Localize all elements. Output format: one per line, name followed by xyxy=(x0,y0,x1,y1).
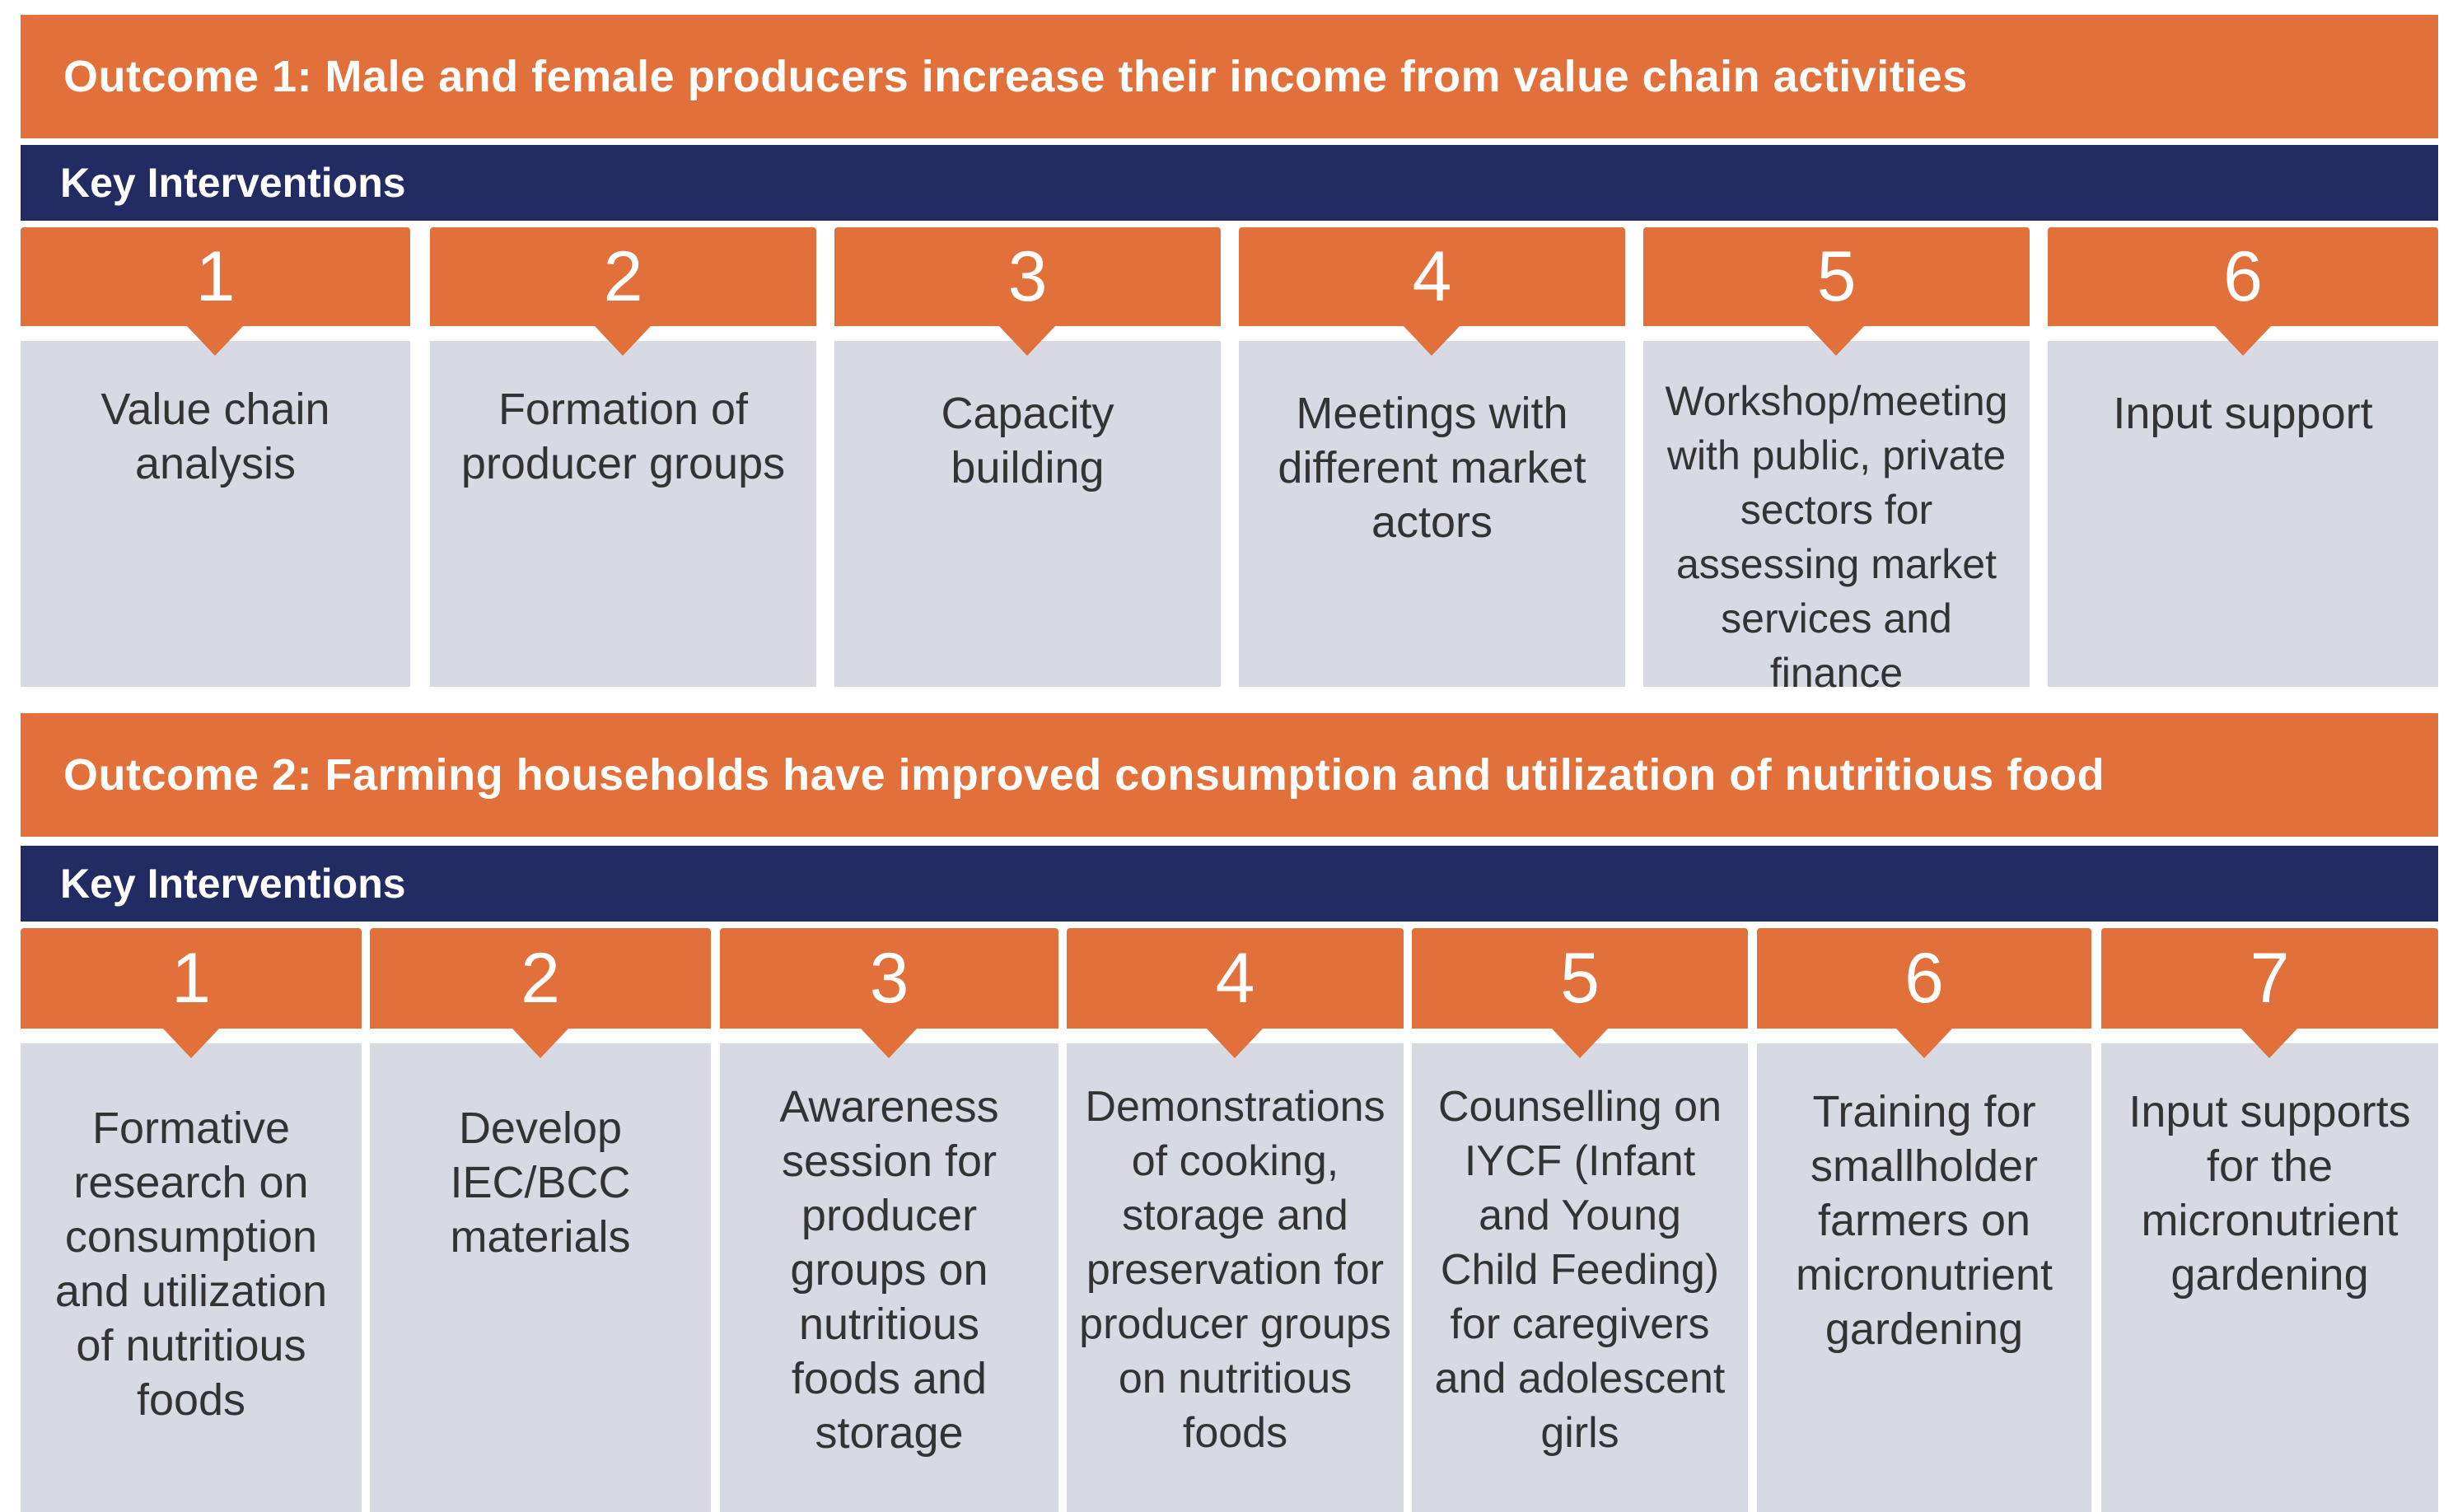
outcome-1-banner: Outcome 1: Male and female producers inc… xyxy=(21,15,2438,138)
outcome-2-banner: Outcome 2: Farming households have impro… xyxy=(21,713,2438,837)
outcome-1-intervention-2: 2 Formation of producer groups xyxy=(430,227,816,687)
pointer-arrow xyxy=(1404,326,1460,356)
outcome-1-intervention-4: 4 Meetings with different market actors xyxy=(1239,227,1625,687)
pointer-arrow xyxy=(1896,1029,1952,1058)
outcome-2-intervention-3: 3 Awareness session for producer groups … xyxy=(720,928,1058,1512)
intervention-number: 5 xyxy=(1560,938,1600,1018)
outcome-1-key-interventions-label: Key Interventions xyxy=(60,160,406,206)
intervention-number: 3 xyxy=(1007,236,1048,316)
intervention-number: 4 xyxy=(1215,938,1255,1018)
intervention-text: Formation of producer groups xyxy=(460,385,786,488)
intervention-number: 7 xyxy=(2250,938,2290,1018)
outcome-2-intervention-4: 4 Demonstrations of cooking, storage and… xyxy=(1067,928,1404,1512)
intervention-text: Awareness session for producer groups on… xyxy=(779,1082,999,1458)
intervention-number: 4 xyxy=(1412,236,1452,316)
intervention-number: 2 xyxy=(603,236,643,316)
outcome-2-key-interventions-label: Key Interventions xyxy=(60,861,406,907)
intervention-text: Workshop/meeting with public, private se… xyxy=(1665,378,2008,696)
outcome-2-intervention-1: 1 Formative research on consumption and … xyxy=(21,928,362,1512)
intervention-text: Counselling on IYCF (Infant and Young Ch… xyxy=(1434,1083,1726,1457)
outcome-1-intervention-3: 3 Capacity building xyxy=(834,227,1221,687)
outcome-2-intervention-6: 6 Training for smallholder farmers on mi… xyxy=(1757,928,2091,1512)
intervention-text: Input support xyxy=(2113,389,2373,438)
intervention-text: Capacity building xyxy=(941,389,1114,492)
outcome-1-intervention-6: 6 Input support xyxy=(2048,227,2438,687)
intervention-text: Value chain analysis xyxy=(100,385,330,488)
intervention-text: Training for smallholder farmers on micr… xyxy=(1795,1087,2054,1354)
outcome-1-intervention-5: 5 Workshop/meeting with public, private … xyxy=(1643,227,2030,696)
intervention-number: 5 xyxy=(1816,236,1857,316)
pointer-arrow xyxy=(595,326,651,356)
pointer-arrow xyxy=(163,1029,219,1058)
pointer-arrow xyxy=(187,326,243,356)
outcome-1-title: Outcome 1: Male and female producers inc… xyxy=(63,52,1968,101)
intervention-text: Meetings with different market actors xyxy=(1278,389,1586,547)
outcome-2-key-interventions-bar: Key Interventions xyxy=(21,846,2438,922)
outcome-1-key-interventions-bar: Key Interventions xyxy=(21,145,2438,221)
pointer-arrow xyxy=(861,1029,917,1058)
intervention-text: Input supports for the micronutrient gar… xyxy=(2128,1087,2411,1300)
pointer-arrow xyxy=(512,1029,568,1058)
intervention-number: 2 xyxy=(521,938,560,1018)
pointer-arrow xyxy=(999,326,1055,356)
intervention-number: 1 xyxy=(195,236,236,316)
intervention-text: Formative research on consumption and ut… xyxy=(54,1104,328,1425)
pointer-arrow xyxy=(1552,1029,1608,1058)
intervention-number: 1 xyxy=(171,938,211,1018)
pointer-arrow xyxy=(1808,326,1864,356)
outcome-2-intervention-5: 5 Counselling on IYCF (Infant and Young … xyxy=(1412,928,1748,1512)
intervention-text: Develop IEC/BCC materials xyxy=(450,1104,631,1262)
intervention-number: 6 xyxy=(1904,938,1944,1018)
outcome-1-intervention-1: 1 Value chain analysis xyxy=(21,227,410,687)
pointer-arrow xyxy=(2241,1029,2297,1058)
outcome-2-intervention-2: 2 Develop IEC/BCC materials xyxy=(370,928,711,1512)
outcome-2-title: Outcome 2: Farming households have impro… xyxy=(63,750,2105,800)
intervention-text: Demonstrations of cooking, storage and p… xyxy=(1079,1083,1391,1457)
pointer-arrow xyxy=(2215,326,2271,356)
pointer-arrow xyxy=(1207,1029,1263,1058)
outcome-2-intervention-7: 7 Input supports for the micronutrient g… xyxy=(2101,928,2438,1512)
intervention-number: 3 xyxy=(869,938,909,1018)
intervention-number: 6 xyxy=(2223,236,2263,316)
